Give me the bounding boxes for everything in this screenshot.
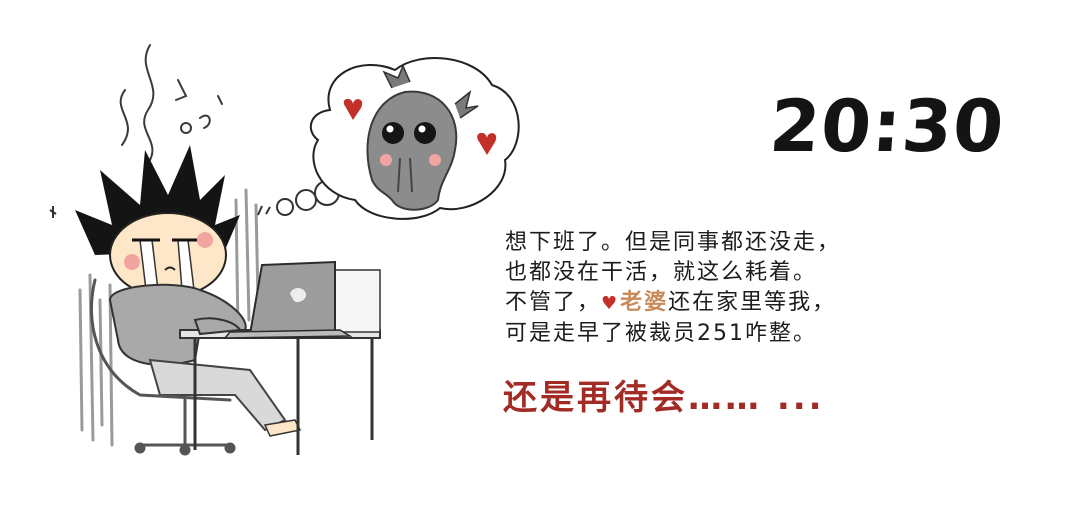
caption-highlight-wife: 老婆 <box>620 290 669 315</box>
laptop <box>223 260 353 339</box>
clock-time: 20:30 <box>767 84 1008 168</box>
punchline: 还是再待会…… ... <box>503 378 825 418</box>
caption-line-3: 不管了，♥老婆还在家里等我， <box>505 288 905 319</box>
worker-body <box>108 283 247 366</box>
steam-lines <box>119 44 223 161</box>
worker-arms <box>193 317 242 336</box>
caption-line-1: 想下班了。但是同事都还没走， <box>505 230 842 255</box>
caption-line-3-start: 不管了， <box>505 290 602 315</box>
office-chair <box>89 278 236 456</box>
heart-icon: ♥ <box>601 293 620 314</box>
caption-text: 想下班了。但是同事都还没走， 也都没在干活，就这么耗着。 不管了，♥老婆还在家里… <box>505 228 905 349</box>
caption-line-2: 也都没在干活，就这么耗着。 <box>505 260 818 285</box>
caption-line-3-end: 还在家里等我， <box>668 290 837 315</box>
caption-line-4: 可是走早了被裁员251咋整。 <box>505 321 817 346</box>
worker-legs <box>148 358 287 432</box>
grey-creature <box>366 64 479 211</box>
heart-icons <box>343 98 497 155</box>
